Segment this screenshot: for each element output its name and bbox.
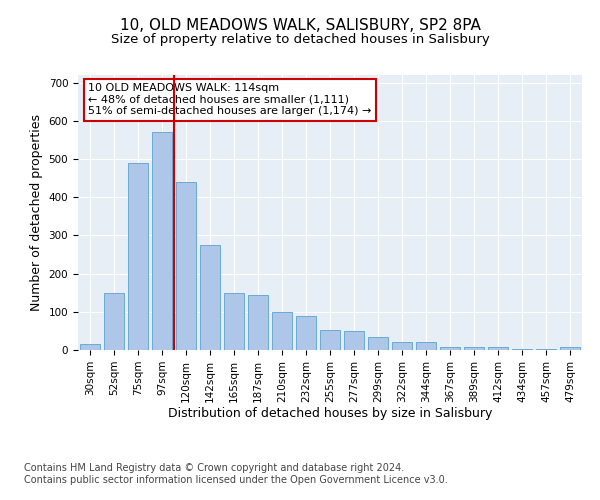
- Bar: [560, 347, 580, 350]
- Bar: [128, 163, 148, 350]
- Text: 10 OLD MEADOWS WALK: 114sqm
← 48% of detached houses are smaller (1,111)
51% of : 10 OLD MEADOWS WALK: 114sqm ← 48% of det…: [88, 83, 371, 116]
- Bar: [152, 132, 172, 350]
- Bar: [464, 347, 484, 350]
- Bar: [80, 344, 100, 350]
- Bar: [392, 342, 412, 350]
- Bar: [104, 292, 124, 350]
- Bar: [296, 316, 316, 350]
- Bar: [320, 330, 340, 350]
- Bar: [200, 245, 220, 350]
- Bar: [416, 342, 436, 350]
- Bar: [512, 349, 532, 350]
- Bar: [488, 347, 508, 350]
- Bar: [368, 336, 388, 350]
- Text: Contains HM Land Registry data © Crown copyright and database right 2024.
Contai: Contains HM Land Registry data © Crown c…: [24, 464, 448, 485]
- Text: 10, OLD MEADOWS WALK, SALISBURY, SP2 8PA: 10, OLD MEADOWS WALK, SALISBURY, SP2 8PA: [119, 18, 481, 32]
- Bar: [272, 312, 292, 350]
- Bar: [176, 182, 196, 350]
- Bar: [224, 294, 244, 350]
- Bar: [440, 347, 460, 350]
- Bar: [344, 331, 364, 350]
- Bar: [248, 294, 268, 350]
- Text: Size of property relative to detached houses in Salisbury: Size of property relative to detached ho…: [110, 32, 490, 46]
- X-axis label: Distribution of detached houses by size in Salisbury: Distribution of detached houses by size …: [168, 408, 492, 420]
- Bar: [536, 349, 556, 350]
- Y-axis label: Number of detached properties: Number of detached properties: [30, 114, 43, 311]
